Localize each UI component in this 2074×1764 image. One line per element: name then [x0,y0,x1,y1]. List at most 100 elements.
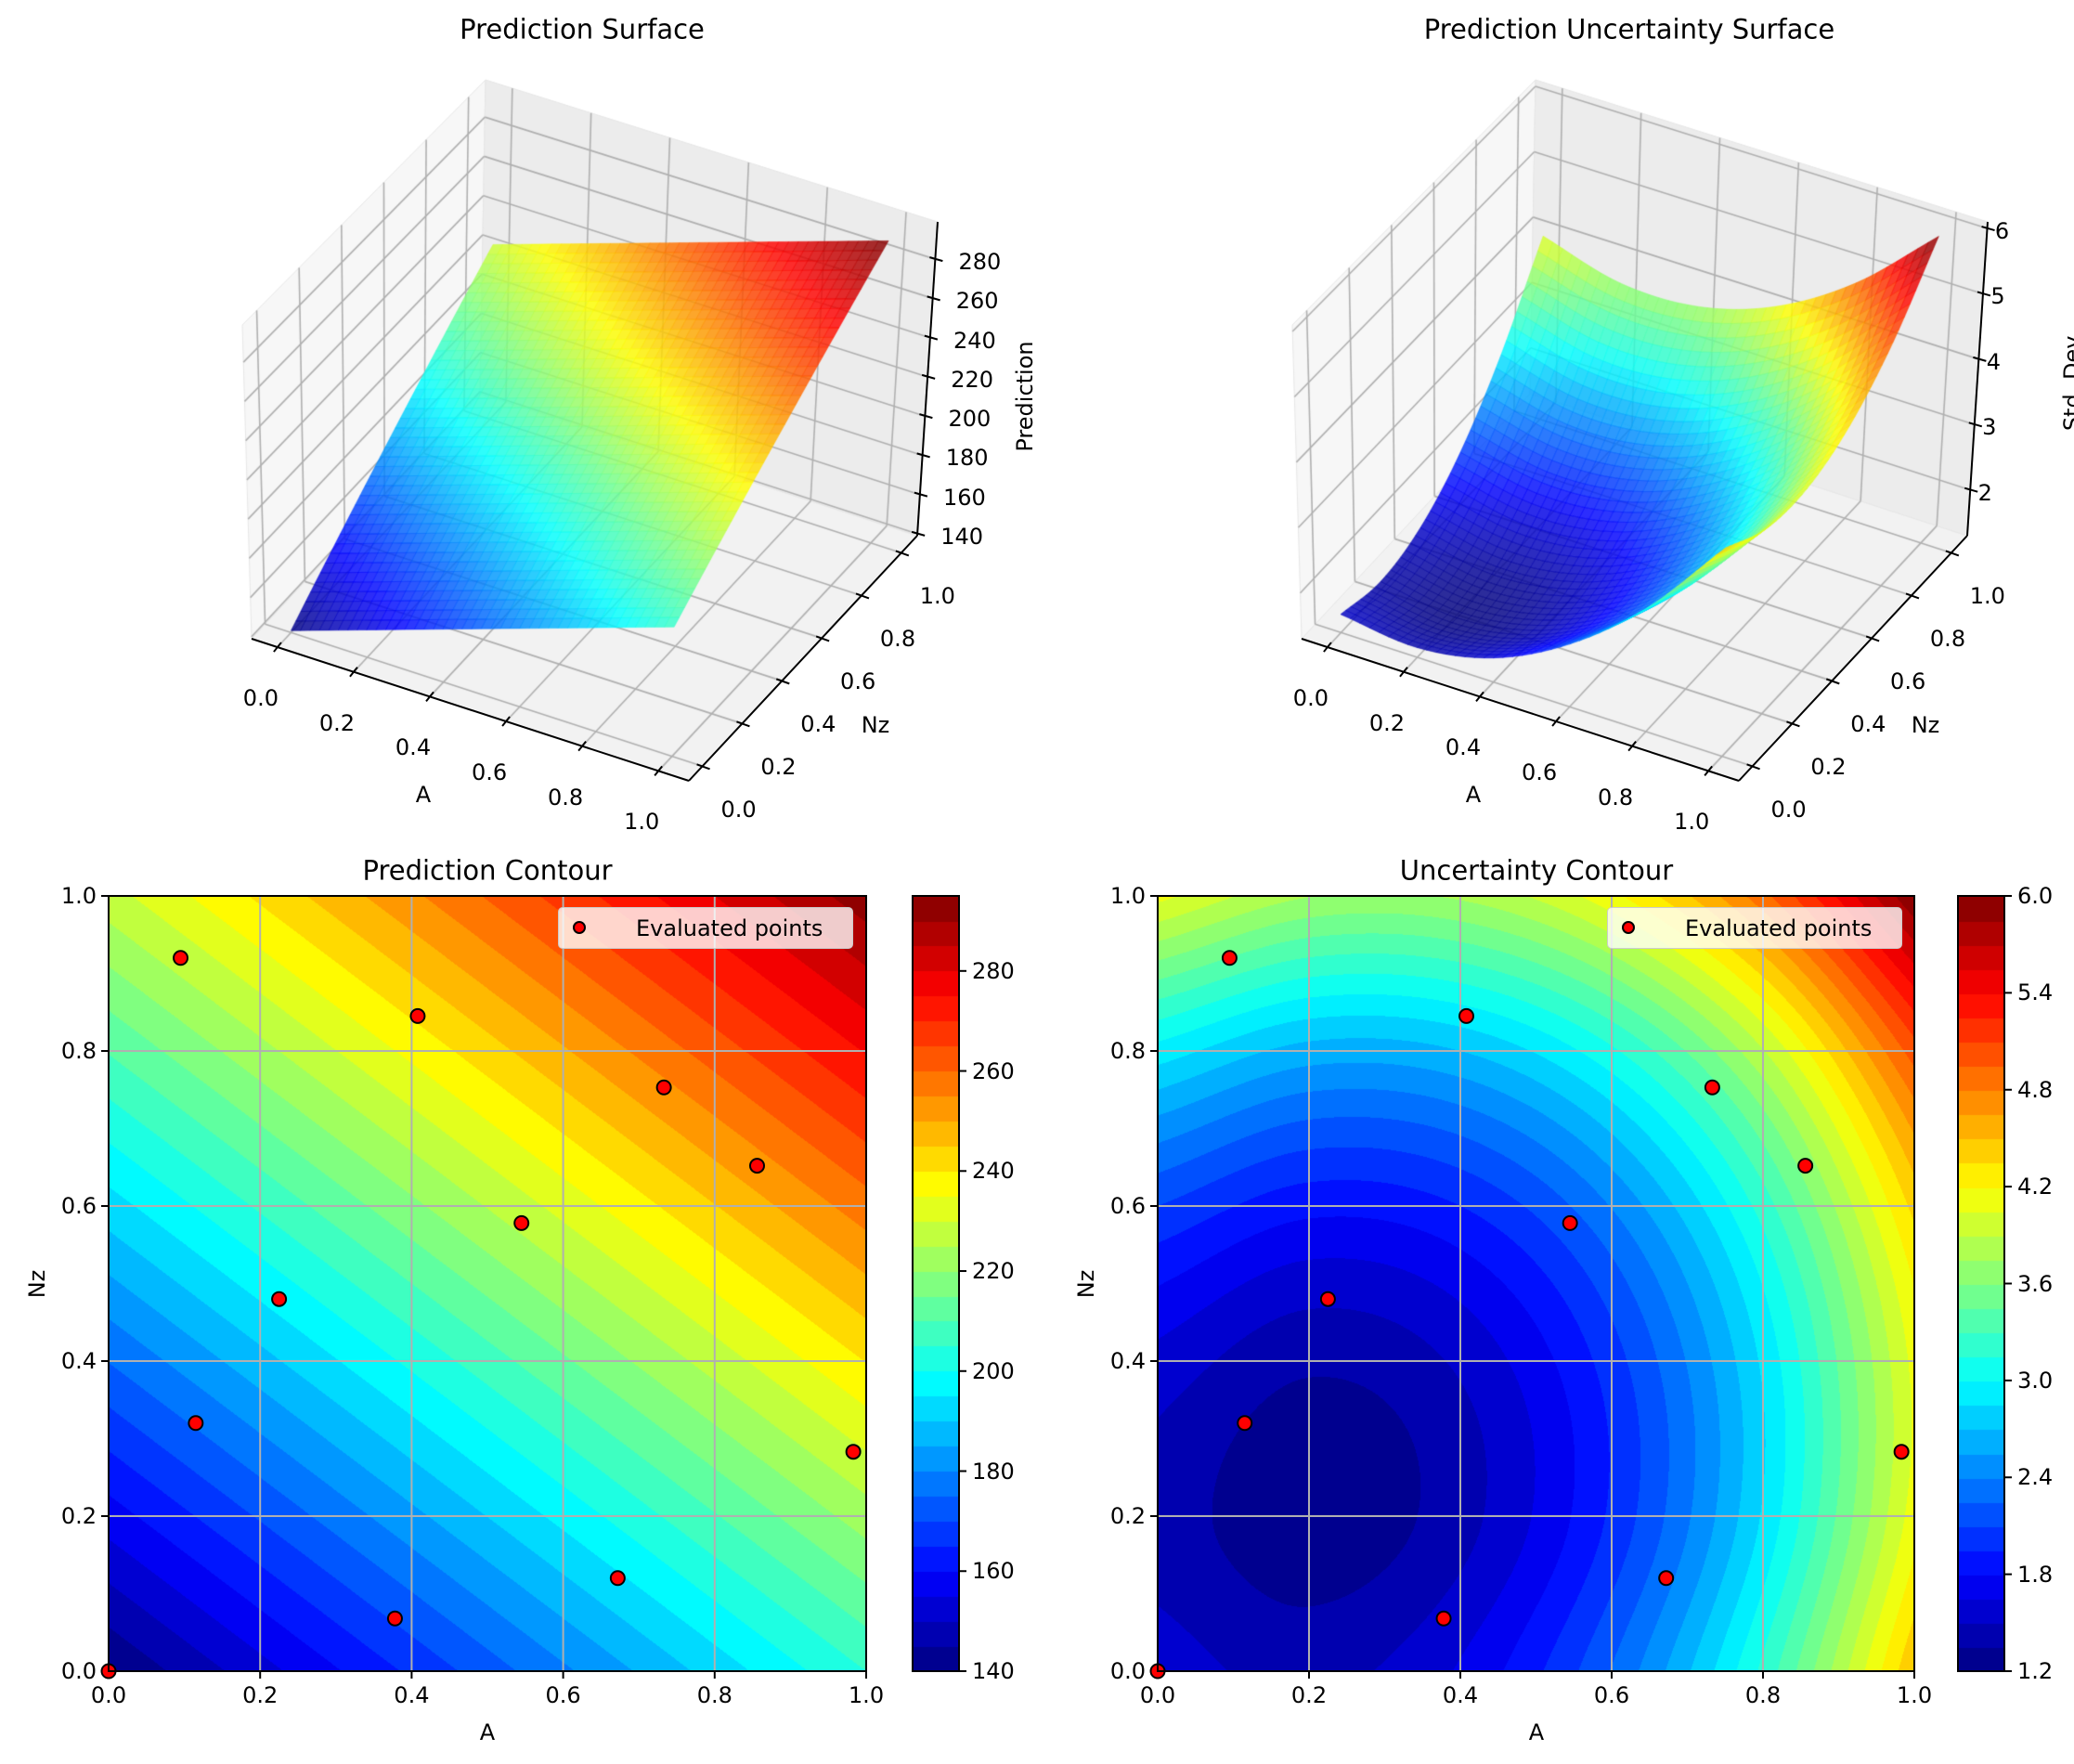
surface1-a-tick-label: 1.0 [624,809,660,836]
surface1-z-axis-line [916,221,939,537]
surface1-nz-tick [855,592,870,600]
surface2-a-tick [1551,716,1561,727]
surface2-nz-tick [1825,678,1840,685]
surface2-z-tick-label: 3 [1982,414,1997,441]
surface2-a-tick-label: 1.0 [1674,809,1710,836]
contour2-axes-frame [1157,895,1915,1672]
contour1-x-tick-label: 1.0 [848,1682,885,1708]
surface1-a-tick [425,691,434,702]
contour2-y-tick-label: 0.0 [1109,1658,1146,1684]
surface1-a-axis-line [251,638,690,782]
contour2-x-tick-label: 0.4 [1442,1682,1479,1708]
contour1-evaluated-point [748,1158,765,1174]
surface1-nz-tick [895,550,910,557]
contour1-colorbar-tick-label: 180 [972,1458,1015,1485]
surface2-a-tick-label: 0.8 [1598,784,1634,811]
surface2-z-tick-label: 2 [1977,479,1992,506]
surface1-z-tick-label: 180 [945,445,989,472]
surface1-nz-tick-label: 0.2 [760,754,797,781]
contour2-y-tick-label: 0.6 [1109,1193,1146,1219]
contour1-evaluated-point [386,1610,403,1627]
uncertainty-contour-fill [1158,896,1914,1671]
contour2-evaluated-point [1458,1007,1475,1024]
surface1-z-tick-label: 220 [951,366,994,393]
contour1-evaluated-point [188,1415,204,1432]
legend-label: Evaluated points [1685,915,1873,941]
surface1-nz-tick-label: 1.0 [919,583,955,610]
surface1-nz-tick [696,763,710,771]
surface1-z-tick [927,295,940,302]
contour1-evaluated-point [609,1570,626,1587]
surface1-z-tick [919,413,933,420]
surface1-z-tick-label: 200 [948,406,992,433]
contour1-x-tick-label: 0.2 [242,1682,279,1708]
contour1-colorbar-tick-label: 240 [972,1158,1015,1185]
surface1-a-tick [349,667,358,678]
contour2-colorbar-tick-label: 1.2 [2017,1658,2054,1684]
surface2-z-tick [1968,422,1983,428]
surface2-z-tick-label: 4 [1986,348,2002,375]
surface2-a-tick [1399,667,1408,678]
contour1-xlabel: A [479,1719,496,1745]
surface1-a-tick [273,642,282,653]
contour2-x-tick-label: 1.0 [1896,1682,1933,1708]
surface2-z-tick [1973,356,1987,362]
contour2-x-tick-label: 0.2 [1290,1682,1328,1708]
contour2-evaluated-point [1237,1415,1253,1432]
surface1-z-tick-label: 240 [953,327,996,354]
contour1-ylabel: Nz [24,1269,50,1299]
surface2-a-tick-label: 0.6 [1521,759,1558,786]
surface1-a-tick [654,765,663,776]
surface1-z-tick [914,491,928,498]
contour2-evaluated-point [1797,1158,1814,1174]
surface2-z-axis-line [1966,221,1989,537]
contour1-colorbar-tick-label: 260 [972,1057,1015,1084]
surface2-nz-tick-label: 1.0 [1969,583,2005,610]
legend-label: Evaluated points [636,915,823,941]
contour1-y-tick-label: 0.8 [60,1038,97,1064]
surface2-nz-axis-line [1738,535,1968,782]
contour2-evaluated-point [1562,1214,1578,1231]
contour1-evaluated-point [173,950,189,966]
surface2-z-tick [1964,486,1978,493]
contour2-y-tick-label: 0.8 [1109,1038,1146,1064]
contour2-evaluated-point [1658,1570,1675,1587]
surface2-z-tick-label: 5 [1990,283,2005,310]
contour2-ylabel: Nz [1073,1269,1099,1299]
contour2-evaluated-point [1435,1610,1452,1627]
surface1-ylabel: Nz [861,712,890,738]
uncertainty-colorbar [1958,896,2004,1671]
contour2-x-tick-label: 0.8 [1744,1682,1782,1708]
surface2-a-tick [1475,691,1484,702]
contour1-x-tick-label: 0.8 [696,1682,732,1708]
surface1-nz-tick [736,720,750,728]
surface1-a-tick [577,741,587,752]
surface1-zlabel: Prediction [1012,341,1038,452]
prediction-contour-legend: Evaluated points [558,907,853,949]
surface1-nz-tick-label: 0.6 [840,668,876,695]
contour2-colorbar-outline [1957,895,2005,1672]
contour1-y-tick-label: 0.0 [60,1658,97,1684]
surface1-nz-tick [815,635,830,642]
contour2-colorbar-tick-label: 5.4 [2017,979,2054,1006]
contour2-evaluated-point [1893,1444,1910,1460]
surface1-z-tick [911,530,926,537]
surface1-a-tick-label: 0.6 [471,759,508,786]
contour2-colorbar-tick-label: 6.0 [2017,883,2054,909]
surface2-a-tick [1323,642,1332,653]
surface2-nz-tick-label: 0.4 [1850,711,1886,738]
prediction-colorbar [913,896,959,1671]
surface1-nz-tick-label: 0.8 [879,626,916,653]
contour1-x-tick-label: 0.0 [90,1682,127,1708]
contour1-colorbar-tick-label: 280 [972,957,1015,984]
surface2-nz-tick-label: 0.2 [1810,754,1847,781]
surface1-nz-tick [775,678,790,685]
surface1-z-tick [924,334,939,341]
contour1-y-tick-label: 0.4 [60,1348,97,1374]
surface2-nz-tick [1786,720,1800,728]
contour2-colorbar-tick-label: 2.4 [2017,1464,2054,1491]
contour2-colorbar-tick-label: 3.6 [2017,1270,2054,1297]
contour1-evaluated-point [271,1291,288,1307]
prediction-surface-title: Prediction Surface [460,13,705,45]
